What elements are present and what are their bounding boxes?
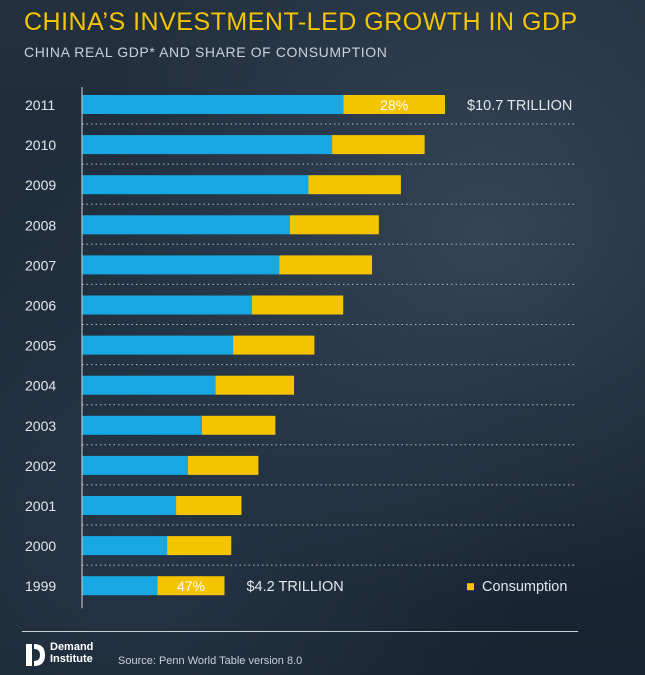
bar-investment-2007 xyxy=(82,255,280,275)
bar-investment-2010 xyxy=(82,135,333,155)
bar-consumption-2007 xyxy=(279,255,373,275)
bar-consumption-2008 xyxy=(289,215,379,235)
year-label-2003: 2003 xyxy=(25,418,56,434)
bar-investment-2003 xyxy=(82,415,202,435)
bar-consumption-2009 xyxy=(308,175,401,195)
bar-consumption-2010 xyxy=(332,135,425,155)
year-label-2008: 2008 xyxy=(25,217,56,233)
bar-investment-2004 xyxy=(82,375,216,395)
consumption-label-1999: 47% xyxy=(177,578,205,594)
year-label-2000: 2000 xyxy=(25,538,56,554)
consumption-label-2011: 28% xyxy=(380,97,408,113)
year-label-2009: 2009 xyxy=(25,177,56,193)
year-label-2005: 2005 xyxy=(25,338,56,354)
bar-investment-2000 xyxy=(82,536,168,556)
year-label-2001: 2001 xyxy=(25,498,56,514)
bar-consumption-2004 xyxy=(215,375,295,395)
bar-investment-2009 xyxy=(82,175,309,195)
logo-line-2: Institute xyxy=(50,653,93,665)
bar-consumption-2001 xyxy=(176,496,242,515)
bar-investment-2006 xyxy=(82,295,252,315)
legend-label: Consumption xyxy=(482,579,567,595)
bar-consumption-2011 xyxy=(343,95,445,114)
total-label-1999: $4.2 TRILLION xyxy=(246,579,343,595)
year-label-2004: 2004 xyxy=(25,378,56,394)
logo-text: Demand Institute xyxy=(50,641,93,665)
legend-swatch xyxy=(467,583,474,591)
year-label-2002: 2002 xyxy=(25,458,56,474)
chart-subtitle: CHINA REAL GDP* AND SHARE OF CONSUMPTION xyxy=(24,44,388,60)
bar-consumption-2006 xyxy=(251,295,344,315)
year-label-2006: 2006 xyxy=(25,298,56,314)
chart-title: CHINA’S INVESTMENT-LED GROWTH IN GDP xyxy=(24,8,578,36)
year-label-1999: 1999 xyxy=(25,578,56,594)
source-note: Source: Penn World Table version 8.0 xyxy=(118,655,303,667)
bar-investment-2008 xyxy=(82,215,290,235)
demand-institute-logo-icon xyxy=(26,644,45,666)
bar-consumption-2002 xyxy=(187,455,259,475)
bar-investment-2011 xyxy=(82,95,344,114)
bar-consumption-2003 xyxy=(201,415,276,435)
bar-investment-2002 xyxy=(82,455,188,475)
year-label-2011: 2011 xyxy=(25,97,55,113)
bar-consumption-2005 xyxy=(233,335,315,355)
bar-investment-2001 xyxy=(82,496,177,515)
bar-consumption-1999 xyxy=(157,576,225,596)
year-label-2010: 2010 xyxy=(25,137,56,153)
bar-investment-1999 xyxy=(82,576,158,596)
bar-investment-2005 xyxy=(82,335,234,355)
logo-line-1: Demand xyxy=(50,641,94,653)
footer-divider xyxy=(22,631,578,632)
total-label-2011: $10.7 TRILLION xyxy=(467,98,572,114)
bar-consumption-2000 xyxy=(167,536,232,556)
year-label-2007: 2007 xyxy=(25,257,56,273)
